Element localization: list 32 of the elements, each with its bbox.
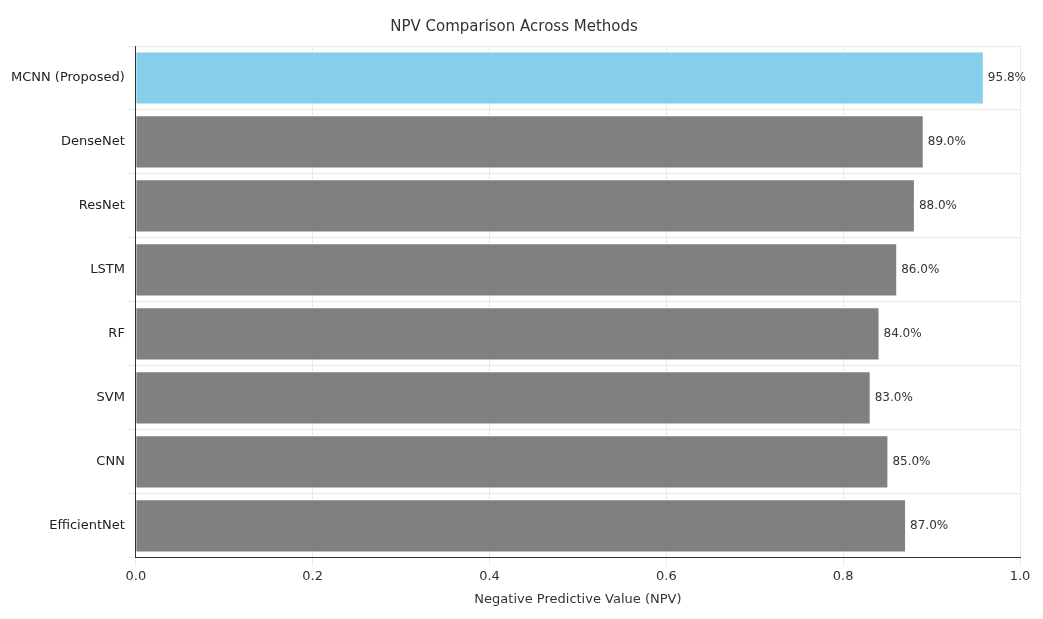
text: 0.4 [479,567,500,583]
bar [136,372,870,424]
bar [136,436,888,488]
data-label: 95.8% [987,70,1026,85]
data-label: 83.0% [874,389,913,404]
bar [136,52,983,104]
chart-title: NPV Comparison Across Methods [390,16,638,35]
text: 1.0 [1009,567,1031,583]
text: 0.0 [125,567,147,583]
data-label: 87.0% [910,517,949,532]
text: 0.2 [302,567,324,583]
bar [136,244,897,296]
bar [136,500,906,552]
data-label: 86.0% [901,262,940,277]
bar [136,116,923,168]
data-label: 89.0% [927,134,966,149]
y-tick-label: DenseNet [61,133,125,149]
y-tick-label: CNN [96,453,125,469]
y-tick-label: LSTM [90,261,125,277]
y-tick-label: ResNet [78,197,125,213]
x-axis-title: Negative Predictive Value (NPV) [474,590,682,606]
y-tick-label: RF [108,325,125,341]
bar [136,308,879,360]
text: 0.8 [832,567,854,583]
data-label: 88.0% [918,198,958,213]
text: 0.6 [656,567,677,583]
bar [136,180,914,232]
data-label: 85.0% [892,453,931,468]
y-tick-label: SVM [96,389,125,405]
y-tick-label: EfficientNet [49,517,125,533]
data-label: 84.0% [883,326,922,341]
y-tick-label: MCNN (Proposed) [11,69,125,85]
